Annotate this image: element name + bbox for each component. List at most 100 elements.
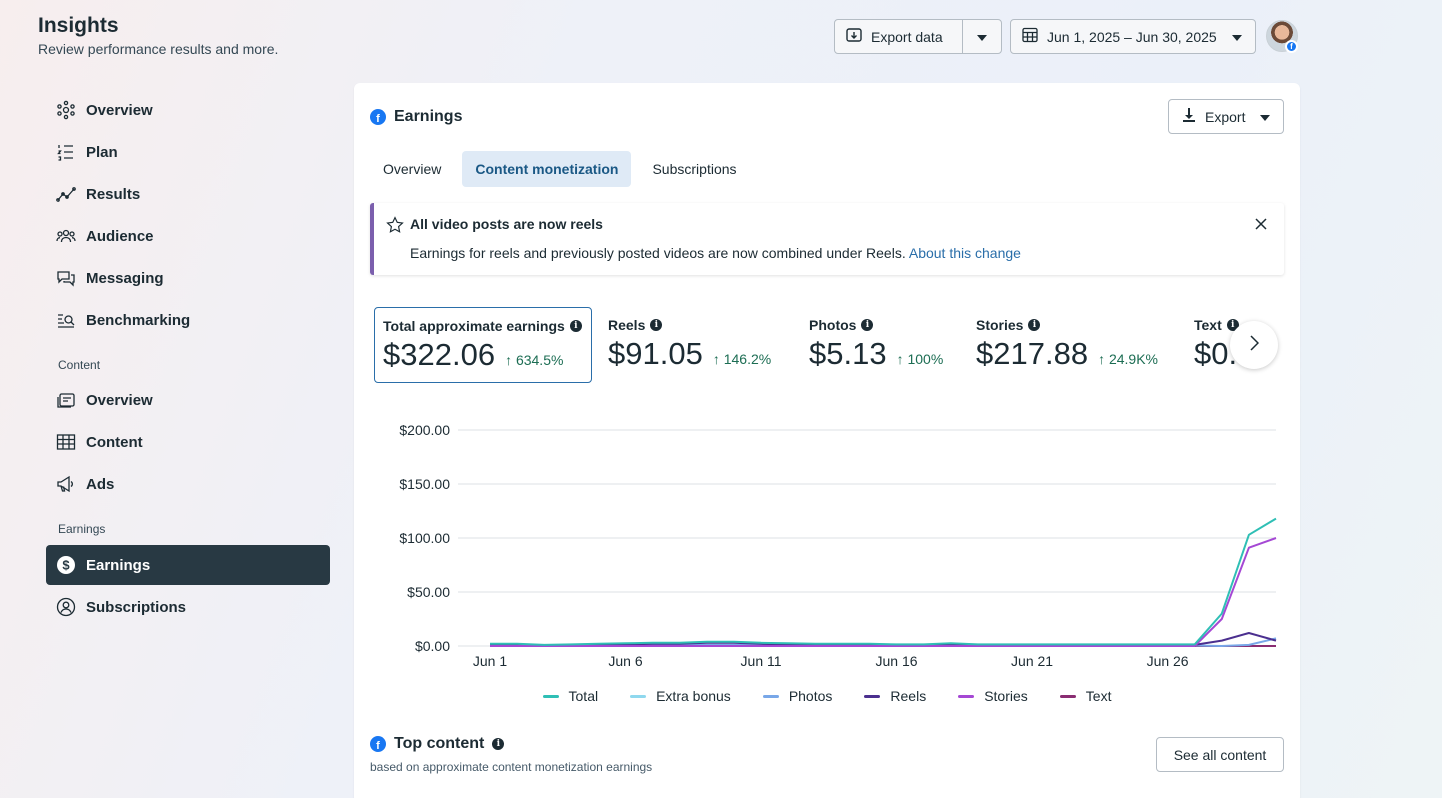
x-tick-label: Jun 21 [1011,653,1053,669]
legend-label: Total [568,688,599,704]
about-change-link[interactable]: About this change [908,245,1021,261]
date-range-picker[interactable]: Jun 1, 2025 – Jun 30, 2025 [1010,19,1256,54]
y-tick-label: $200.00 [399,422,450,438]
banner-title: All video posts are now reels [410,216,603,232]
metric-label: Stories [976,317,1024,333]
legend-swatch [762,694,779,698]
earnings-panel: f Earnings Export Overview Content monet… [354,83,1300,798]
legend-item[interactable]: Total [542,688,599,704]
sidebar-item-results[interactable]: Results [46,174,330,214]
grid-icon [56,432,76,452]
scroll-next-button[interactable] [1230,321,1278,369]
export-data-button[interactable]: Export data [834,19,1002,54]
info-icon[interactable]: i [569,320,582,332]
series-line-stories [490,537,1277,647]
legend-item[interactable]: Extra bonus [630,688,731,704]
sidebar-item-plan[interactable]: Plan [46,132,330,172]
export-data-dropdown[interactable] [963,20,1001,53]
y-tick-label: $50.00 [407,584,450,600]
legend-label: Photos [788,688,833,704]
export-data-main[interactable]: Export data [835,20,963,53]
info-icon[interactable]: i [492,738,505,750]
page-subtitle: Review performance results and more. [38,41,279,57]
metric-card-photos[interactable]: Photos i $5.13 ↑ 100% [801,307,961,383]
close-icon[interactable] [1254,217,1268,236]
megaphone-icon [56,474,76,494]
sidebar-item-label: Benchmarking [86,311,191,329]
sidebar-item-ads[interactable]: Ads [46,464,330,504]
sidebar-item-overview[interactable]: Overview [46,90,330,130]
x-tick-label: Jun 16 [876,653,918,669]
sidebar-item-label: Plan [86,143,118,161]
metric-card-stories[interactable]: Stories i $217.88 ↑ 24.9K% [968,307,1178,383]
sidebar-item-content-overview[interactable]: Overview [46,380,330,420]
benchmark-icon [56,310,76,330]
chat-icon [56,268,76,288]
info-banner: All video posts are now reels Earnings f… [370,203,1284,275]
metric-delta: ↑ 24.9K% [1098,351,1158,367]
metric-label: Text [1194,317,1222,333]
tab-subscriptions[interactable]: Subscriptions [652,161,737,177]
top-content-subtitle: based on approximate content monetizatio… [370,760,653,774]
legend-item[interactable]: Stories [958,688,1028,704]
dollar-icon: $ [56,555,76,575]
sidebar-item-messaging[interactable]: Messaging [46,258,330,298]
metric-value: $91.05 [608,336,703,371]
export-button[interactable]: Export [1168,99,1284,134]
metric-delta: ↑ 146.2% [712,351,772,367]
banner-text: Earnings for reels and previously posted… [410,245,1021,261]
info-icon[interactable]: i [861,319,874,331]
earnings-tabs: Overview Content monetization Subscripti… [370,151,750,187]
y-tick-label: $100.00 [399,530,450,546]
legend-swatch [864,694,881,698]
metric-delta: ↑ 100% [896,351,944,367]
panel-header: f Earnings [370,108,462,126]
legend-item[interactable]: Text [1059,688,1111,704]
earnings-line-chart: $0.00 $50.00 $100.00 $150.00 $200.00 Jun 1 Jun… [399,422,1277,669]
x-tick-label: Jun 11 [741,653,782,669]
facebook-icon: f [370,736,386,752]
legend-label: Reels [890,688,927,704]
metric-value: $5.13 [809,336,887,371]
sidebar-item-audience[interactable]: Audience [46,216,330,256]
sidebar-item-subscriptions[interactable]: Subscriptions [46,587,330,627]
download-tray-icon [845,26,863,47]
legend-swatch [958,694,975,698]
sidebar-item-content[interactable]: Content [46,422,330,462]
sidebar-item-label: Overview [86,391,153,409]
caret-down-icon [1259,109,1271,125]
subscriptions-icon [56,597,76,617]
star-icon [386,216,404,239]
calendar-icon [1021,26,1039,47]
facebook-badge-icon: f [1285,40,1298,53]
legend-label: Stories [984,688,1028,704]
legend-item[interactable]: Photos [762,688,833,704]
tab-content-monetization[interactable]: Content monetization [462,151,632,187]
legend-swatch [542,694,559,698]
y-tick-label: $150.00 [399,476,450,492]
info-icon[interactable]: i [1028,319,1041,331]
caret-down-icon [1231,29,1243,45]
tab-overview[interactable]: Overview [383,161,442,177]
info-icon[interactable]: i [650,319,663,331]
chart-legend: Total Extra bonus Photos Reels Stories Text [354,688,1300,704]
see-all-content-button[interactable]: See all content [1156,737,1284,772]
legend-item[interactable]: Reels [864,688,926,704]
legend-label: Extra bonus [656,688,731,704]
svg-text:$: $ [62,558,70,573]
sidebar-item-benchmarking[interactable]: Benchmarking [46,300,330,340]
x-tick-label: Jun 26 [1147,653,1189,669]
metric-value: $217.88 [976,336,1089,371]
metric-card-total[interactable]: Total approximate earnings i $322.06 ↑ 634… [374,307,592,383]
banner-body: Earnings for reels and previously posted… [410,245,906,261]
list-icon [56,142,76,162]
metric-value: $322.06 [383,337,496,372]
caret-down-icon [976,29,988,45]
page-title: Insights [38,14,119,37]
metric-card-reels[interactable]: Reels i $91.05 ↑ 146.2% [600,307,790,383]
hub-icon [56,100,76,120]
sidebar-item-earnings[interactable]: $ Earnings [46,545,330,585]
sidebar-item-label: Ads [86,475,115,493]
panel-title: Earnings [394,108,463,125]
series-line-total [490,517,1277,646]
